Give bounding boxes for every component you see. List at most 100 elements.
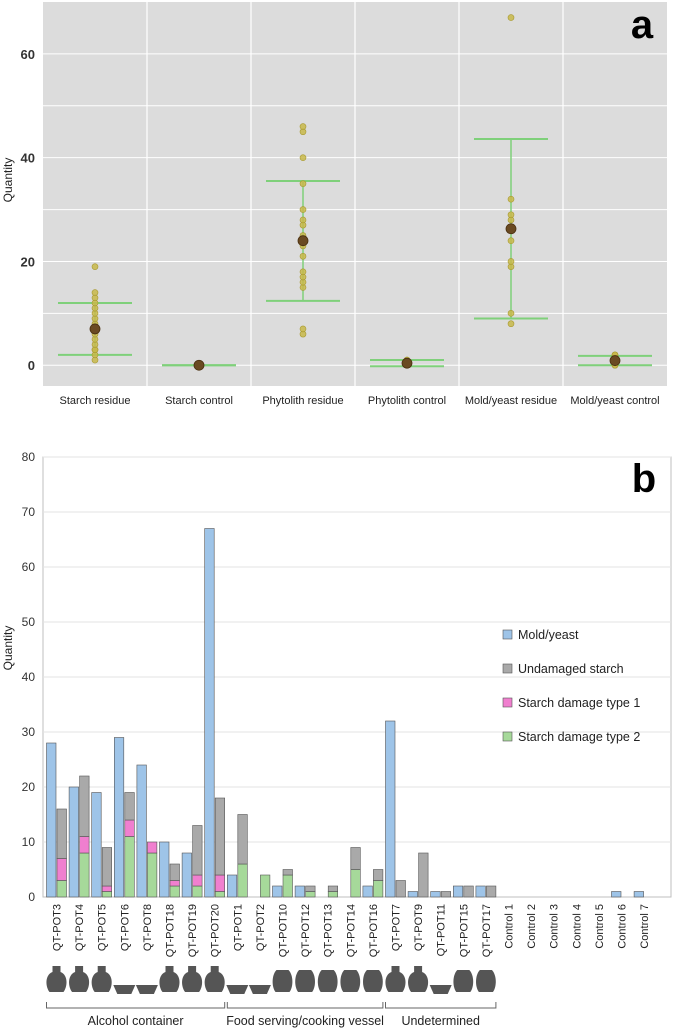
panel-b-legend-swatch: [502, 731, 513, 742]
panel-a-mean: [297, 235, 309, 247]
panel-b-legend-label: Starch damage type 2: [518, 730, 640, 744]
panel-b-bar-undamaged-starch: [327, 885, 339, 892]
panel-b-bar-starch-damage-2: [305, 891, 316, 898]
panel-b-bar-starch-damage-2: [327, 891, 339, 898]
panel-a-point: [507, 14, 515, 21]
panel-b-legend-label: Mold/yeast: [518, 628, 579, 642]
panel-b-bar-mold-yeast: [611, 891, 622, 898]
panel-b-bar-starch-damage-2: [147, 852, 158, 898]
panel-b-bar-starch-damage-2: [282, 874, 293, 898]
panel-a-xtick: Starch control: [165, 395, 233, 407]
panel-b-bar-undamaged-starch: [395, 880, 406, 898]
panel-b-bar-undamaged-starch: [373, 869, 384, 881]
panel-b-xtick: Control 4: [571, 904, 583, 949]
panel-b-bar-starch-damage-2: [373, 880, 384, 898]
panel-a-mean: [89, 323, 101, 335]
panel-b-vessel-jar-icon: [69, 966, 90, 992]
panel-b-xtick: QT-POT9: [413, 904, 425, 951]
panel-b-xtick: QT-POT12: [300, 904, 312, 957]
panel-b-vessel-jar-icon: [385, 966, 406, 992]
panel-a-point: [507, 258, 515, 265]
panel-b-ytick: 40: [22, 670, 36, 684]
panel-b-group-bracket: [226, 1002, 384, 1009]
panel-b-ytick: 60: [22, 560, 36, 574]
panel-b-xtick: Control 6: [617, 904, 629, 949]
panel-b-legend-label: Starch damage type 1: [518, 696, 640, 710]
panel-a-ytick: 0: [28, 358, 35, 373]
panel-a-mean: [609, 355, 621, 366]
panel-a-point: [299, 252, 307, 260]
panel-b-bar-starch-damage-2: [101, 891, 112, 898]
panel-b-label: b: [632, 457, 656, 501]
panel-b-legend-swatch: [502, 629, 513, 640]
panel-b-bar-undamaged-starch: [124, 792, 135, 821]
panel-b-ytick: 70: [22, 505, 36, 519]
panel-b-xtick: QT-POT11: [436, 904, 448, 956]
panel-b-bar-starch-damage-2: [124, 836, 135, 898]
panel-b-xtick: QT-POT4: [74, 904, 86, 951]
panel-a-xtick: Mold/yeast residue: [465, 395, 557, 407]
panel-b-bar-starch-damage-1: [101, 885, 112, 892]
panel-b-bar-mold-yeast: [475, 885, 486, 898]
panel-a-point: [507, 310, 515, 317]
panel-b-bar-mold-yeast: [452, 885, 464, 898]
panel-b-vessel-pot-icon: [295, 970, 315, 992]
panel-a-point: [91, 289, 99, 296]
panel-b-bar-undamaged-starch: [350, 847, 361, 870]
panel-b-bar-mold-yeast: [227, 874, 238, 898]
panel-b-vessel-bowl-icon: [226, 985, 249, 994]
panel-b-xtick: QT-POT13: [323, 904, 335, 957]
panel-b-bar-mold-yeast: [407, 891, 418, 898]
panel-a-point: [507, 237, 515, 245]
panel-b-vessel-bowl-icon: [135, 985, 158, 994]
panel-a-ytick: 20: [21, 254, 35, 269]
panel-b-bar-undamaged-starch: [56, 808, 67, 859]
panel-b-group-label: Undetermined: [401, 1014, 480, 1028]
panel-b-vessel-pot-icon: [317, 970, 338, 992]
panel-b-bar-undamaged-starch: [486, 885, 497, 898]
panel-b-xtick: QT-POT17: [481, 904, 493, 957]
panel-b-bar-mold-yeast: [46, 742, 57, 898]
panel-b-vessel-pot-icon: [476, 970, 496, 992]
panel-b-bar-starch-damage-1: [56, 858, 67, 881]
panel-b-group-label: Food serving/cooking vessel: [226, 1014, 384, 1028]
panel-a-point: [507, 320, 515, 328]
panel-a-chart: 0 20 40 60 Starch residue Starch control Phyt…: [1, 2, 667, 407]
panel-b-bar-mold-yeast: [204, 528, 215, 898]
panel-b-bar-undamaged-starch: [169, 863, 180, 881]
panel-b-bar-starch-damage-1: [124, 819, 135, 837]
panel-b-bar-starch-damage-2: [56, 880, 67, 898]
panel-b-xtick: Control 7: [639, 904, 651, 949]
panel-b-bar-undamaged-starch: [282, 869, 293, 876]
panel-b-bar-mold-yeast: [181, 852, 192, 898]
panel-b-legend-swatch: [502, 697, 513, 708]
panel-a-point: [299, 216, 307, 224]
panel-b-bar-starch-damage-1: [79, 836, 90, 854]
panel-b-vessel-jar-icon: [182, 966, 203, 992]
panel-b-vessel-jar-icon: [204, 966, 225, 992]
panel-b-ytick: 20: [22, 780, 36, 794]
panel-b-xtick: QT-POT7: [391, 904, 403, 951]
panel-b-bar-mold-yeast: [272, 885, 283, 898]
panel-b-bar-starch-damage-2: [169, 885, 180, 898]
panel-a-ytick: 60: [21, 47, 35, 62]
panel-b-vessel-jar-icon: [408, 966, 429, 992]
panel-b-xtick: QT-POT6: [119, 904, 131, 951]
panel-b-bar-mold-yeast: [68, 786, 79, 898]
panel-b-xtick: QT-POT15: [458, 904, 470, 957]
panel-b-bar-mold-yeast: [633, 891, 644, 898]
panel-b-bar-mold-yeast: [430, 891, 441, 898]
panel-b-bar-undamaged-starch: [440, 891, 452, 898]
panel-b-group-label: Alcohol container: [88, 1014, 184, 1028]
panel-b-bar-undamaged-starch: [463, 885, 474, 898]
panel-b-bar-starch-damage-1: [169, 880, 180, 887]
panel-b-xtick: Control 3: [549, 904, 561, 949]
panel-b-xtick: QT-POT1: [232, 904, 244, 951]
panel-b-bar-mold-yeast: [91, 792, 102, 898]
panel-b-vessel-jar-icon: [46, 966, 67, 992]
panel-a-xtick: Phytolith control: [368, 395, 446, 407]
panel-b-xtick: QT-POT20: [210, 904, 222, 957]
panel-b-ytick: 50: [22, 615, 36, 629]
panel-b-vessel-pot-icon: [340, 970, 361, 992]
panel-b-xtick: QT-POT3: [52, 904, 64, 951]
